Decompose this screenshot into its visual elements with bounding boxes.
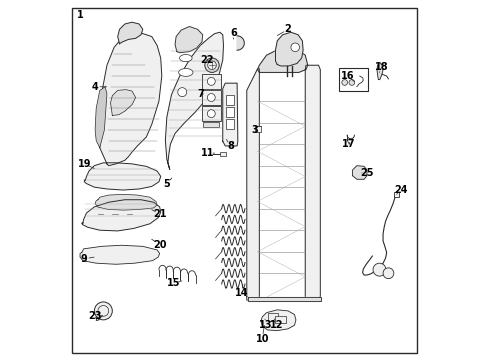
Polygon shape (84, 163, 161, 190)
Text: 16: 16 (341, 71, 354, 81)
Bar (226, 107, 234, 117)
Text: 1: 1 (77, 10, 84, 20)
Polygon shape (111, 90, 136, 116)
Text: 11: 11 (201, 148, 215, 158)
Bar (202, 74, 220, 89)
Bar (339, 68, 368, 91)
Text: 5: 5 (164, 179, 170, 189)
Text: 3: 3 (252, 125, 258, 135)
Bar (202, 107, 220, 121)
Bar (275, 316, 286, 323)
Polygon shape (100, 33, 162, 166)
Text: 12: 12 (270, 320, 283, 329)
Text: 20: 20 (153, 239, 167, 249)
Polygon shape (261, 310, 296, 330)
Polygon shape (275, 32, 303, 66)
Bar (268, 314, 278, 320)
Text: 7: 7 (198, 89, 205, 99)
Polygon shape (95, 87, 107, 148)
Polygon shape (82, 200, 161, 231)
Polygon shape (175, 27, 203, 53)
Polygon shape (237, 36, 244, 50)
Bar (202, 90, 220, 105)
Text: 6: 6 (230, 28, 237, 38)
Text: 15: 15 (167, 278, 181, 288)
Polygon shape (305, 65, 320, 301)
Text: 21: 21 (153, 209, 167, 219)
Text: 17: 17 (342, 139, 356, 149)
Bar (226, 119, 234, 129)
Polygon shape (166, 32, 223, 169)
Circle shape (95, 302, 112, 320)
Polygon shape (95, 194, 157, 210)
Text: 14: 14 (235, 288, 248, 298)
Text: 9: 9 (81, 254, 88, 264)
Polygon shape (223, 83, 238, 146)
Text: 10: 10 (255, 333, 269, 343)
Polygon shape (377, 62, 383, 80)
Bar (203, 122, 219, 127)
Bar (220, 152, 226, 156)
Text: 24: 24 (394, 185, 408, 195)
Bar (226, 95, 234, 105)
Polygon shape (118, 22, 143, 44)
Circle shape (349, 80, 355, 85)
Text: 25: 25 (360, 168, 374, 178)
Polygon shape (353, 166, 367, 179)
Polygon shape (80, 245, 160, 264)
Circle shape (208, 61, 216, 69)
Polygon shape (248, 297, 321, 301)
Bar (255, 126, 261, 132)
Text: 8: 8 (227, 141, 234, 151)
Circle shape (383, 268, 394, 279)
Ellipse shape (179, 68, 193, 76)
Text: 4: 4 (92, 82, 98, 92)
Bar (394, 192, 399, 197)
Text: 23: 23 (88, 311, 102, 320)
Text: 22: 22 (200, 55, 214, 65)
Ellipse shape (207, 110, 215, 118)
Text: 2: 2 (285, 24, 292, 35)
Ellipse shape (207, 94, 215, 102)
Text: 18: 18 (374, 62, 388, 72)
Text: 13: 13 (259, 320, 272, 329)
Polygon shape (258, 48, 308, 72)
Text: 19: 19 (77, 159, 91, 169)
Ellipse shape (179, 54, 192, 62)
Circle shape (342, 80, 347, 85)
Polygon shape (247, 69, 259, 300)
Ellipse shape (207, 77, 215, 85)
Circle shape (291, 43, 299, 51)
Ellipse shape (178, 87, 187, 96)
Circle shape (373, 263, 386, 276)
Circle shape (205, 58, 219, 72)
